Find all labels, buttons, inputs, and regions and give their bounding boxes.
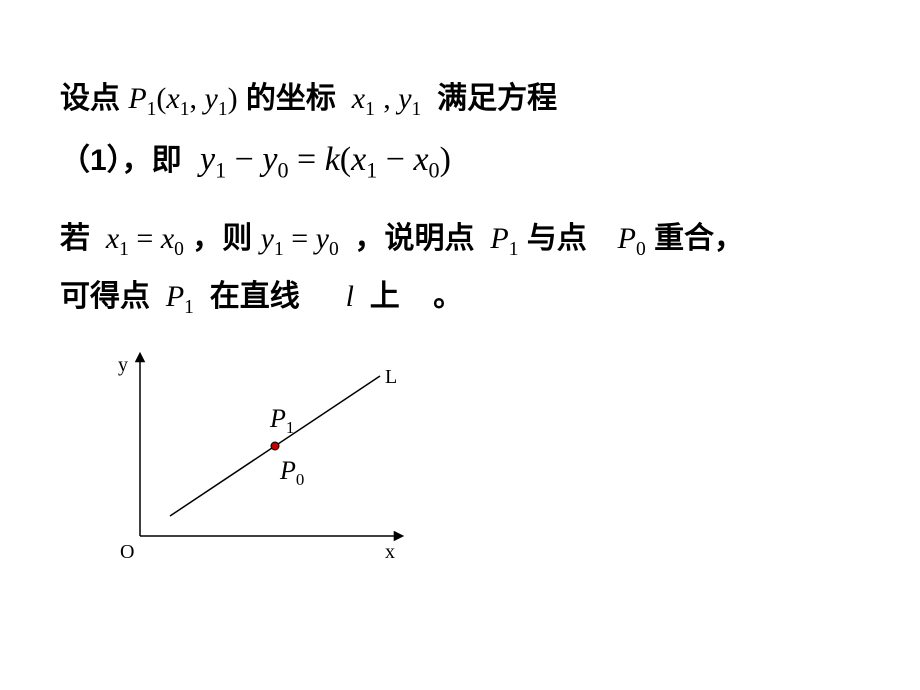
math-y1eqy0: y1 = y0 bbox=[261, 222, 347, 255]
math-p1-a: P1 bbox=[483, 222, 519, 255]
text-l2a: （1），即 bbox=[60, 144, 182, 177]
text-l1b: 的坐标 bbox=[246, 82, 336, 115]
label-p1: P1 bbox=[270, 404, 294, 438]
math-y1: y1 bbox=[398, 82, 429, 115]
math-l: l bbox=[308, 280, 361, 313]
math-p1-b: P1 bbox=[158, 280, 201, 313]
math-p1-paren: P1(x1, y1) bbox=[128, 82, 237, 115]
point-p1 bbox=[271, 442, 279, 450]
text-l4b: 在直线 bbox=[210, 280, 300, 313]
text-l3c: ，说明点 bbox=[355, 222, 475, 255]
text-l3e: 重合， bbox=[654, 222, 744, 255]
label-y: y bbox=[118, 354, 128, 377]
line-2: （1），即 y1 − y0 = k(x1 − x0) bbox=[60, 128, 860, 193]
slide: 设点 P1(x1, y1) 的坐标 x1 , y1 满足方程 （1），即 y1 … bbox=[0, 0, 920, 690]
diagram-svg bbox=[100, 346, 420, 576]
math-x1eqx0: x1 = x0 bbox=[98, 222, 184, 255]
line-1: 设点 P1(x1, y1) 的坐标 x1 , y1 满足方程 bbox=[60, 70, 860, 128]
label-x: x bbox=[385, 541, 395, 564]
line-3: 若 x1 = x0 ，则 y1 = y0 ，说明点 P1 与点 P0 重合， bbox=[60, 210, 860, 268]
text-l3d: 与点 bbox=[527, 222, 587, 255]
label-line-l: L bbox=[385, 366, 397, 389]
label-p0: P0 bbox=[280, 456, 304, 490]
text-l3b: ，则 bbox=[192, 222, 252, 255]
coordinate-diagram: y x O L P1 P0 bbox=[100, 346, 420, 576]
text-l3a: 若 bbox=[60, 222, 90, 255]
text-l4a: 可得点 bbox=[60, 280, 150, 313]
label-origin: O bbox=[120, 541, 134, 564]
math-x1: x1 bbox=[344, 82, 375, 115]
line-4: 可得点 P1 在直线 l 上 。 bbox=[60, 268, 860, 326]
math-p0-a: P0 bbox=[595, 222, 646, 255]
text-l1c: 满足方程 bbox=[437, 82, 557, 115]
spacer bbox=[60, 192, 860, 210]
text-l4d: 。 bbox=[408, 280, 463, 313]
text-l4c: 上 bbox=[370, 280, 400, 313]
text-l1a: 设点 bbox=[60, 82, 120, 115]
math-comma: , bbox=[383, 82, 398, 115]
math-main-eq: y1 − y0 = k(x1 − x0) bbox=[200, 128, 451, 193]
